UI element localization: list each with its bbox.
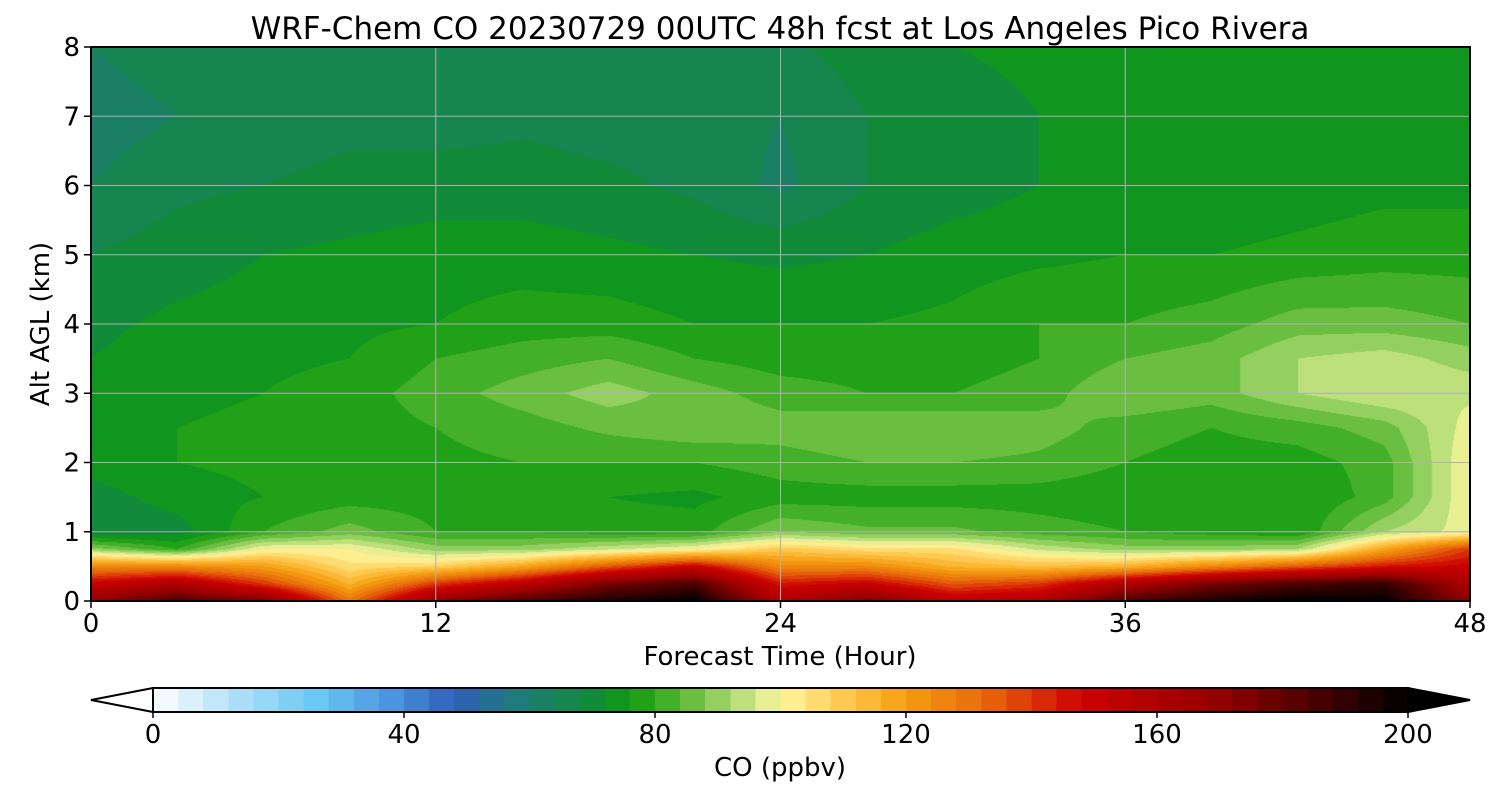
x-tick-label: 12: [419, 609, 452, 639]
x-axis: 0 12 24 36 48: [83, 601, 1487, 639]
colorbar: 0 40 80 120 160 200 CO (ppbv): [90, 686, 1471, 783]
colorbar-label: CO (ppbv): [714, 753, 846, 783]
x-tick-label: 24: [764, 609, 797, 639]
colorbar-extend-low: [90, 686, 154, 714]
y-tick-label: 3: [63, 379, 80, 409]
colorbar-tick-label: 0: [145, 720, 162, 750]
y-tick-label: 6: [63, 172, 80, 202]
colorbar-tick-label: 80: [638, 720, 671, 750]
x-axis-label: Forecast Time (Hour): [643, 642, 916, 672]
colorbar-frame: [152, 687, 1409, 713]
y-axis: 0 1 2 3 4 5 6 7 8: [63, 33, 91, 617]
y-tick-label: 7: [63, 102, 80, 132]
colorbar-extend-high: [1407, 686, 1471, 714]
y-tick-label: 2: [63, 449, 80, 479]
y-tick-label: 4: [63, 310, 80, 340]
x-tick-label: 48: [1453, 609, 1486, 639]
x-tick-label: 36: [1109, 609, 1142, 639]
y-tick-label: 5: [63, 241, 80, 271]
colorbar-body: [153, 688, 1408, 712]
colorbar-tick-label: 200: [1383, 720, 1433, 750]
colorbar-ticks: 0 40 80 120 160 200: [145, 712, 1433, 750]
colorbar-tick-label: 40: [387, 720, 420, 750]
y-axis-label: Alt AGL (km): [26, 242, 56, 406]
x-tick-label: 0: [83, 609, 100, 639]
plot-area: [90, 46, 1471, 602]
y-tick-label: 0: [63, 587, 80, 617]
colorbar-tick-label: 160: [1132, 720, 1182, 750]
y-tick-label: 8: [63, 33, 80, 63]
y-tick-label: 1: [63, 518, 80, 548]
chart-title: WRF-Chem CO 20230729 00UTC 48h fcst at L…: [251, 11, 1310, 47]
colorbar-tick-label: 120: [881, 720, 931, 750]
